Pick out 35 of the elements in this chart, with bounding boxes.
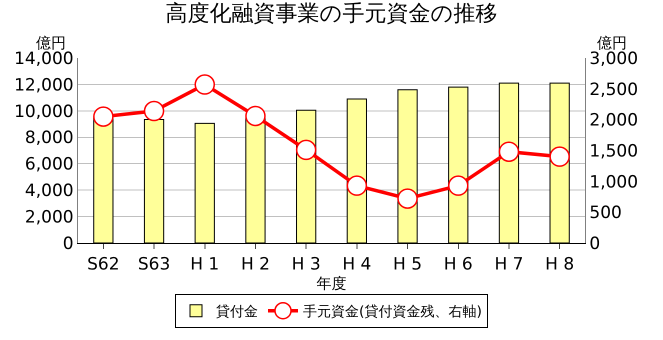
- chart-title: 高度化融資事業の手元資金の推移: [166, 2, 498, 26]
- y2-tick-label: 1,000: [589, 172, 638, 192]
- point: [549, 146, 570, 167]
- x-axis-title: 年度: [316, 274, 346, 292]
- point: [397, 188, 418, 209]
- x-tick-label: H 7: [494, 254, 524, 274]
- y2-tick-label: 500: [589, 203, 622, 224]
- point: [448, 175, 468, 196]
- point: [296, 140, 316, 160]
- point: [245, 106, 266, 126]
- y-tick-label: 6,000: [24, 154, 74, 175]
- y2-tick-label: 2,500: [589, 80, 638, 100]
- y2-tick-label: 0: [589, 234, 600, 254]
- y-tick-label: 8,000: [24, 128, 74, 148]
- x-tick-label: H 2: [240, 254, 270, 274]
- x-tick-label: H 1: [190, 254, 220, 274]
- legend-label: 手元資金(貸付資金残、右軸): [303, 304, 482, 320]
- legend-label: 貸付金: [216, 304, 258, 320]
- x-tick-label: H 5: [393, 254, 422, 274]
- y-tick-label: 10,000: [14, 102, 74, 122]
- x-tick-label: S62: [87, 254, 120, 274]
- y2-tick-label: 2,000: [589, 110, 638, 131]
- x-tick-label: H 3: [292, 254, 321, 274]
- y2-tick-label: 1,500: [589, 141, 638, 162]
- x-tick-label: S63: [138, 254, 170, 274]
- y-tick-label: 12,000: [14, 75, 74, 96]
- point: [498, 141, 520, 162]
- y-tick-label: 0: [62, 234, 74, 254]
- y-tick-label: 2,000: [24, 208, 74, 228]
- x-tick-label: H 6: [444, 254, 473, 274]
- point: [93, 106, 114, 127]
- y-tick-label: 4,000: [24, 181, 74, 202]
- x-tick-label: H 8: [545, 254, 574, 274]
- point: [346, 175, 368, 196]
- x-tick-label: H 4: [342, 254, 372, 274]
